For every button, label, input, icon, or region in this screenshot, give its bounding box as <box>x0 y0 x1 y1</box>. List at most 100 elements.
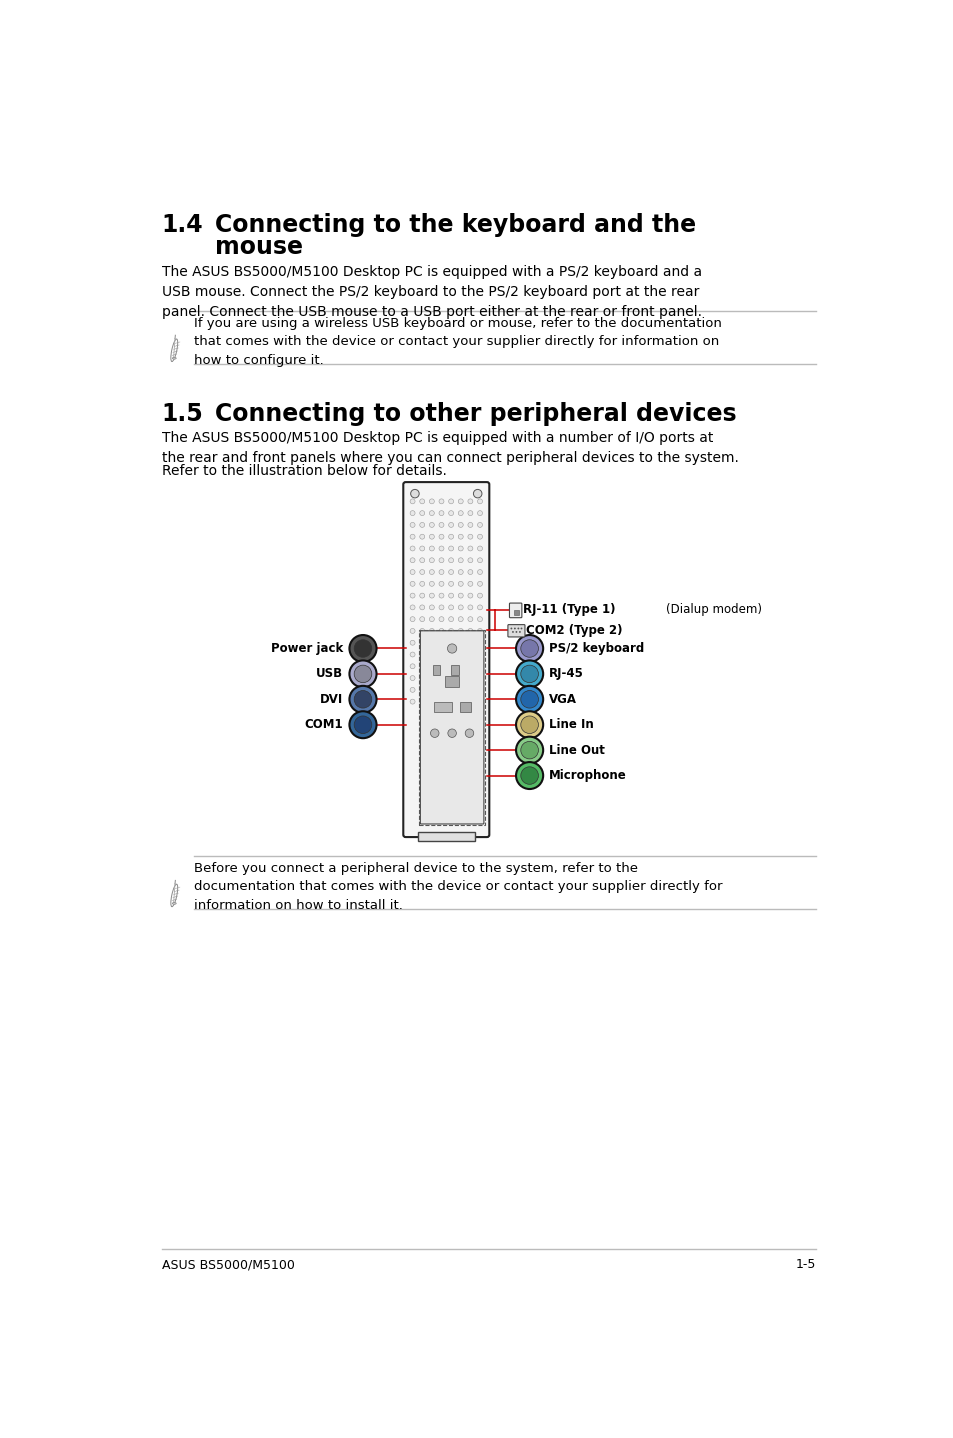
Text: USB: USB <box>315 667 343 680</box>
Circle shape <box>410 499 415 503</box>
Circle shape <box>457 522 463 528</box>
Circle shape <box>429 605 434 610</box>
Circle shape <box>429 628 434 633</box>
Circle shape <box>457 581 463 587</box>
Circle shape <box>438 558 443 562</box>
Circle shape <box>510 627 512 630</box>
Circle shape <box>448 499 453 503</box>
Circle shape <box>515 631 517 633</box>
Circle shape <box>516 686 542 713</box>
Circle shape <box>467 592 473 598</box>
Circle shape <box>448 640 453 646</box>
Bar <box>513 610 518 615</box>
Circle shape <box>349 712 376 738</box>
Circle shape <box>473 489 481 498</box>
Circle shape <box>477 651 482 657</box>
FancyBboxPatch shape <box>420 631 483 824</box>
Circle shape <box>477 592 482 598</box>
Ellipse shape <box>172 903 176 905</box>
Circle shape <box>438 617 443 621</box>
Circle shape <box>477 617 482 621</box>
Circle shape <box>429 651 434 657</box>
Circle shape <box>410 617 415 621</box>
FancyBboxPatch shape <box>507 624 524 637</box>
Circle shape <box>448 687 453 692</box>
Circle shape <box>448 628 453 633</box>
Circle shape <box>438 651 443 657</box>
Circle shape <box>520 690 537 707</box>
Circle shape <box>410 592 415 598</box>
Circle shape <box>438 522 443 528</box>
Circle shape <box>467 676 473 680</box>
Text: Power jack: Power jack <box>271 641 343 654</box>
Circle shape <box>465 729 474 738</box>
Circle shape <box>477 535 482 539</box>
Bar <box>433 664 440 676</box>
Circle shape <box>448 546 453 551</box>
Circle shape <box>438 687 443 692</box>
Circle shape <box>477 569 482 575</box>
Circle shape <box>467 640 473 646</box>
Circle shape <box>477 605 482 610</box>
Circle shape <box>429 522 434 528</box>
Circle shape <box>518 631 520 633</box>
Circle shape <box>467 651 473 657</box>
Circle shape <box>520 627 522 630</box>
Circle shape <box>448 699 453 705</box>
Circle shape <box>467 569 473 575</box>
Circle shape <box>457 569 463 575</box>
Text: PS/2 keyboard: PS/2 keyboard <box>549 641 644 654</box>
Circle shape <box>520 766 537 784</box>
Circle shape <box>410 546 415 551</box>
Circle shape <box>438 628 443 633</box>
Circle shape <box>419 499 424 503</box>
Circle shape <box>457 510 463 516</box>
Circle shape <box>410 676 415 680</box>
Circle shape <box>438 592 443 598</box>
Circle shape <box>429 617 434 621</box>
Circle shape <box>410 581 415 587</box>
Circle shape <box>349 636 376 661</box>
Circle shape <box>410 664 415 669</box>
Circle shape <box>477 628 482 633</box>
Bar <box>460 702 471 712</box>
Circle shape <box>516 736 542 764</box>
Circle shape <box>467 664 473 669</box>
Circle shape <box>438 664 443 669</box>
Circle shape <box>419 535 424 539</box>
Circle shape <box>410 522 415 528</box>
FancyBboxPatch shape <box>403 482 489 837</box>
Text: 1-5: 1-5 <box>795 1258 815 1271</box>
Circle shape <box>448 676 453 680</box>
Circle shape <box>457 546 463 551</box>
Text: Line Out: Line Out <box>549 743 604 756</box>
Circle shape <box>438 640 443 646</box>
Text: VGA: VGA <box>549 693 577 706</box>
Circle shape <box>419 676 424 680</box>
Circle shape <box>448 651 453 657</box>
Circle shape <box>457 592 463 598</box>
Circle shape <box>438 535 443 539</box>
Circle shape <box>419 558 424 562</box>
Circle shape <box>457 535 463 539</box>
Circle shape <box>410 489 418 498</box>
Bar <box>417 833 475 841</box>
Circle shape <box>477 640 482 646</box>
Circle shape <box>354 666 372 683</box>
Ellipse shape <box>172 358 176 360</box>
Circle shape <box>354 716 372 733</box>
Circle shape <box>438 676 443 680</box>
Circle shape <box>438 581 443 587</box>
Circle shape <box>438 605 443 610</box>
Circle shape <box>410 510 415 516</box>
Circle shape <box>457 499 463 503</box>
Circle shape <box>410 558 415 562</box>
Circle shape <box>448 605 453 610</box>
Bar <box>445 676 458 687</box>
Text: 1.4: 1.4 <box>162 213 203 237</box>
Circle shape <box>477 687 482 692</box>
Circle shape <box>410 569 415 575</box>
Circle shape <box>419 628 424 633</box>
Circle shape <box>429 558 434 562</box>
Circle shape <box>467 535 473 539</box>
